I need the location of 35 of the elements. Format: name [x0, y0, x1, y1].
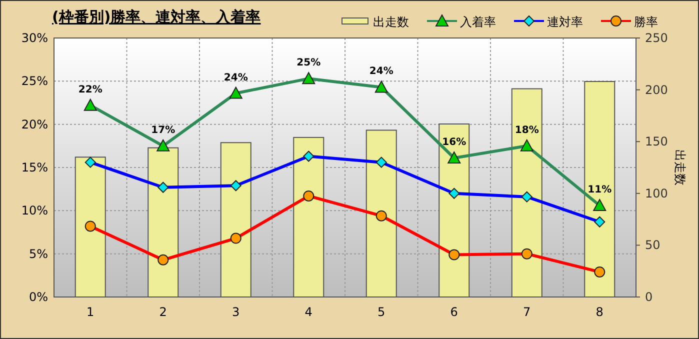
y-tick-label: 0% [28, 290, 48, 304]
x-tick-label: 6 [450, 305, 458, 319]
legend-label: 勝率 [634, 15, 658, 29]
y-tick-label: 5% [28, 246, 48, 261]
legend-label: 出走数 [373, 15, 409, 29]
data-label: 16% [442, 137, 466, 148]
data-label: 17% [151, 124, 176, 136]
y-tick-label: 25% [21, 74, 48, 88]
legend-label: 連対率 [547, 15, 583, 29]
x-tick-label: 3 [232, 305, 240, 319]
data-label: 11% [588, 184, 612, 196]
x-tick-label: 4 [304, 305, 312, 319]
y2-axis-title: 出走数 [673, 150, 687, 186]
y2-tick-label: 0 [645, 290, 653, 304]
data-label: 18% [514, 124, 539, 136]
x-tick-label: 2 [159, 305, 167, 319]
x-tick-label: 7 [523, 305, 531, 319]
x-tick-label: 5 [378, 305, 386, 319]
data-label: 24% [224, 72, 248, 84]
data-label: 25% [296, 58, 321, 69]
y2-tick-label: 150 [645, 134, 668, 149]
legend-label: 入着率 [460, 15, 496, 29]
y2-tick-label: 250 [645, 31, 668, 45]
y-tick-label: 10% [21, 204, 48, 218]
data-label: 24% [369, 66, 394, 78]
y-tick-label: 30% [21, 31, 48, 45]
x-tick-label: 8 [596, 305, 604, 319]
y2-tick-label: 100 [645, 186, 668, 200]
y-tick-label: 20% [21, 117, 48, 132]
y-tick-label: 15% [21, 160, 48, 174]
chart-title: (枠番別)勝率、連対率、入着率 [52, 8, 261, 26]
y2-tick-label: 50 [645, 238, 660, 252]
x-tick-label: 1 [86, 305, 94, 319]
data-label: 22% [78, 84, 102, 96]
y2-tick-label: 200 [645, 82, 668, 97]
